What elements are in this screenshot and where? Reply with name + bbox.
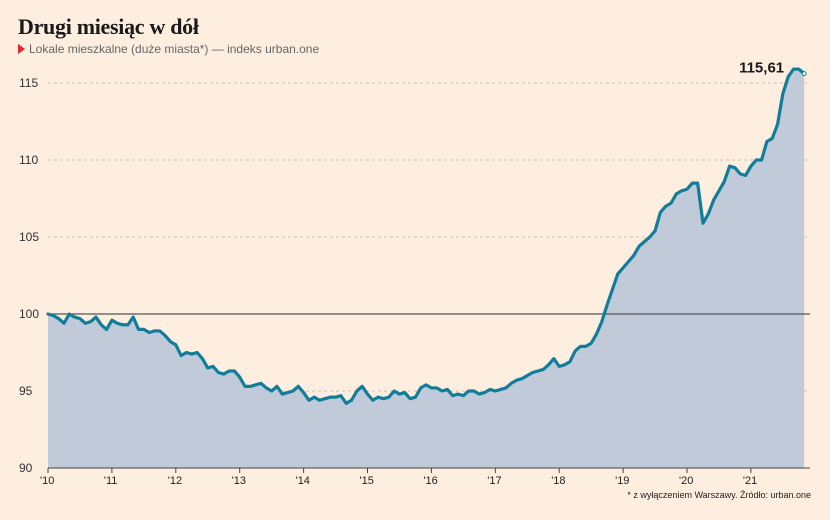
x-tick-label-4: '14 [296, 475, 310, 487]
x-tick-label-2: '12 [168, 475, 182, 487]
red-triangle-icon [18, 44, 25, 54]
x-tick-label-5: '15 [360, 475, 374, 487]
x-tick-label-0: '10 [40, 475, 54, 487]
y-tick-label-100: 100 [19, 307, 39, 321]
x-tick-label-6: '16 [423, 475, 437, 487]
x-tick-label-10: '20 [679, 475, 693, 487]
x-tick-label-3: '13 [232, 475, 246, 487]
subtitle-text: Lokale mieszkalne (duże miasta*) — indek… [29, 42, 320, 56]
x-tick-label-1: '11 [104, 475, 118, 487]
source-footnote: * z wyłączeniem Warszawy. Źródło: urban.… [627, 490, 811, 500]
end-point-marker [801, 71, 807, 77]
x-tick-label-8: '18 [551, 475, 565, 487]
series-line [46, 67, 806, 405]
y-tick-label-110: 110 [19, 153, 38, 167]
y-tick-label-90: 90 [19, 461, 33, 475]
x-tick-label-9: '19 [615, 475, 629, 487]
x-tick-label-11: '21 [743, 475, 757, 487]
end-value-label: 115,61 [739, 60, 784, 77]
area-fill [48, 69, 805, 468]
y-tick-label-105: 105 [19, 230, 39, 244]
chart-title: Drugi miesiąc w dół [18, 14, 199, 39]
chart-subtitle: Lokale mieszkalne (duże miasta*) — indek… [18, 42, 319, 56]
y-tick-label-115: 115 [19, 76, 38, 90]
x-tick-label-7: '17 [487, 475, 501, 487]
y-tick-label-95: 95 [19, 384, 33, 398]
